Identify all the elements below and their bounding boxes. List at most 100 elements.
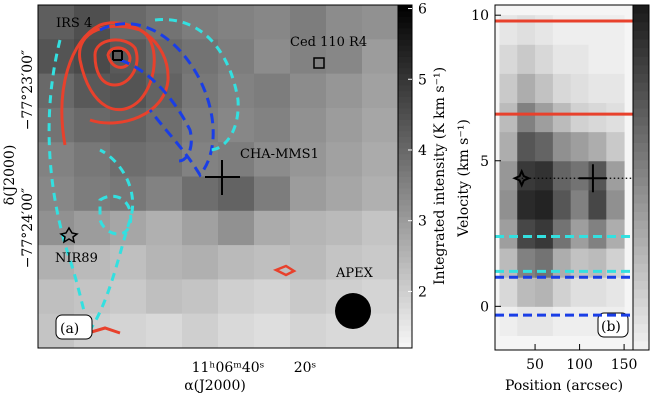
map-cell [38,142,75,177]
map-cell [254,210,291,246]
colorbar-step [398,262,412,269]
colorbar-step [633,82,649,92]
contour-cyan [98,194,133,236]
map-cell [146,313,183,349]
colorbar-step [398,153,412,160]
map-cell [290,245,327,280]
colorbar-step [398,73,412,80]
contour-cyan [47,39,135,333]
colorbar-step [633,255,649,265]
map-cell [362,176,399,212]
beam [335,293,371,329]
pv-cell [588,248,607,278]
pv-cell [517,73,536,104]
colorbar-step [633,39,649,49]
pv-cell [499,189,518,220]
colorbar-step [633,30,649,40]
colorbar-step [633,168,649,178]
colorbar-step [633,143,649,153]
pv-cell [606,73,625,104]
colorbar-step [398,119,412,126]
colorbar-step [398,22,412,29]
map-cell [218,39,255,75]
colorbar-step [398,182,412,189]
colorbar-tick-label: 5 [418,72,427,88]
pv-cell [588,73,607,104]
colorbar-step [398,279,412,286]
colorbar-tick-label: 4 [418,143,427,159]
colorbar-step [633,91,649,101]
y-tick-label: 10 [471,8,489,24]
y-axis-label: Velocity (km s⁻¹) [456,119,472,238]
colorbar-step [398,205,412,212]
contours [47,18,297,335]
map-cell [326,245,363,280]
colorbar-step [398,142,412,149]
map-cell [326,210,363,246]
colorbar-step [633,160,649,170]
colorbar-step [398,5,412,12]
map-cell [326,107,363,143]
map-cell [362,73,399,109]
map-cell [146,279,183,315]
pv-cell [517,277,536,307]
map-cell [362,210,399,246]
colorbar-step [398,67,412,75]
colorbar-step [398,285,412,292]
contour-red [106,46,132,69]
colorbar-step [633,186,649,196]
pv-cell [517,189,536,220]
colorbar-step [633,151,649,161]
map-cell [218,279,255,315]
panel-label: (b) [601,319,621,335]
pv-cell [499,218,518,249]
colorbar-step [633,117,649,127]
pv-cell [535,131,554,162]
nir89-marker [59,226,79,244]
colorbar-step [398,10,412,17]
colorbar-step [398,250,412,258]
colorbar-step [398,45,412,52]
colorbar-step [633,263,649,273]
pv-cell [606,189,625,220]
map-cell [146,176,183,212]
pv-cell [588,277,607,307]
pv-cell [552,15,572,45]
pv-cell [588,102,607,133]
pv-cell [499,44,518,74]
colorbar-step [398,113,412,120]
colorbar-step [633,237,649,247]
pv-cell [552,277,572,307]
annotation: IRS 4 [56,16,92,31]
map-cell [254,279,291,315]
pv-cell [535,73,554,104]
colorbar-step [633,108,649,118]
map-cell [218,5,255,40]
map-cell [182,176,219,212]
colorbar-step [398,50,412,57]
pv-cell [606,218,625,249]
colorbar-step [398,222,412,229]
map-cell [182,5,219,40]
colorbar-step [633,272,649,282]
colorbar-step [633,306,649,316]
pv-cell [606,160,625,191]
colorbar-step [398,170,412,177]
colorbar-step [398,245,412,252]
pv-cell [552,102,572,133]
colorbar-step [633,99,649,109]
colorbar-step [398,107,412,115]
map-cell [74,245,111,280]
map-cell [254,107,291,143]
colorbar-step [398,79,412,86]
colorbar-step [398,90,412,97]
pv-cell [570,306,589,336]
colorbar-step [398,239,412,246]
x-axis-label: α(J2000) [184,378,246,394]
colorbar-step [398,147,412,155]
colorbar-step [633,48,649,58]
colorbar-step [398,313,412,320]
map-cell [290,73,327,109]
colorbar-step [633,341,649,351]
map-cell [74,210,111,246]
